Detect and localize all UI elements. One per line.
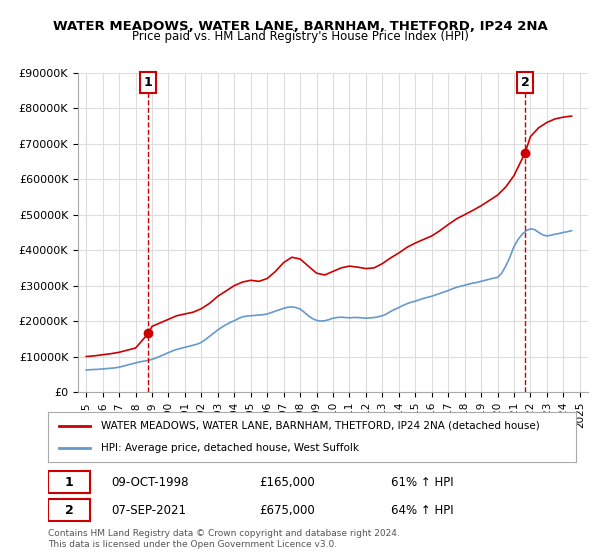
Text: £165,000: £165,000 (259, 475, 315, 489)
Text: 09-OCT-1998: 09-OCT-1998 (112, 475, 189, 489)
Text: 2: 2 (65, 503, 73, 517)
Text: HPI: Average price, detached house, West Suffolk: HPI: Average price, detached house, West… (101, 443, 359, 453)
Text: 1: 1 (144, 76, 152, 89)
FancyBboxPatch shape (48, 499, 90, 521)
Text: 61% ↑ HPI: 61% ↑ HPI (391, 475, 454, 489)
Text: £675,000: £675,000 (259, 503, 315, 517)
FancyBboxPatch shape (48, 471, 90, 493)
Text: 64% ↑ HPI: 64% ↑ HPI (391, 503, 454, 517)
Text: Price paid vs. HM Land Registry's House Price Index (HPI): Price paid vs. HM Land Registry's House … (131, 30, 469, 43)
Text: Contains HM Land Registry data © Crown copyright and database right 2024.
This d: Contains HM Land Registry data © Crown c… (48, 529, 400, 549)
Text: WATER MEADOWS, WATER LANE, BARNHAM, THETFORD, IP24 2NA (detached house): WATER MEADOWS, WATER LANE, BARNHAM, THET… (101, 421, 539, 431)
Text: WATER MEADOWS, WATER LANE, BARNHAM, THETFORD, IP24 2NA: WATER MEADOWS, WATER LANE, BARNHAM, THET… (53, 20, 547, 32)
Text: 07-SEP-2021: 07-SEP-2021 (112, 503, 187, 517)
Text: 2: 2 (521, 76, 530, 89)
Text: 1: 1 (65, 475, 73, 489)
